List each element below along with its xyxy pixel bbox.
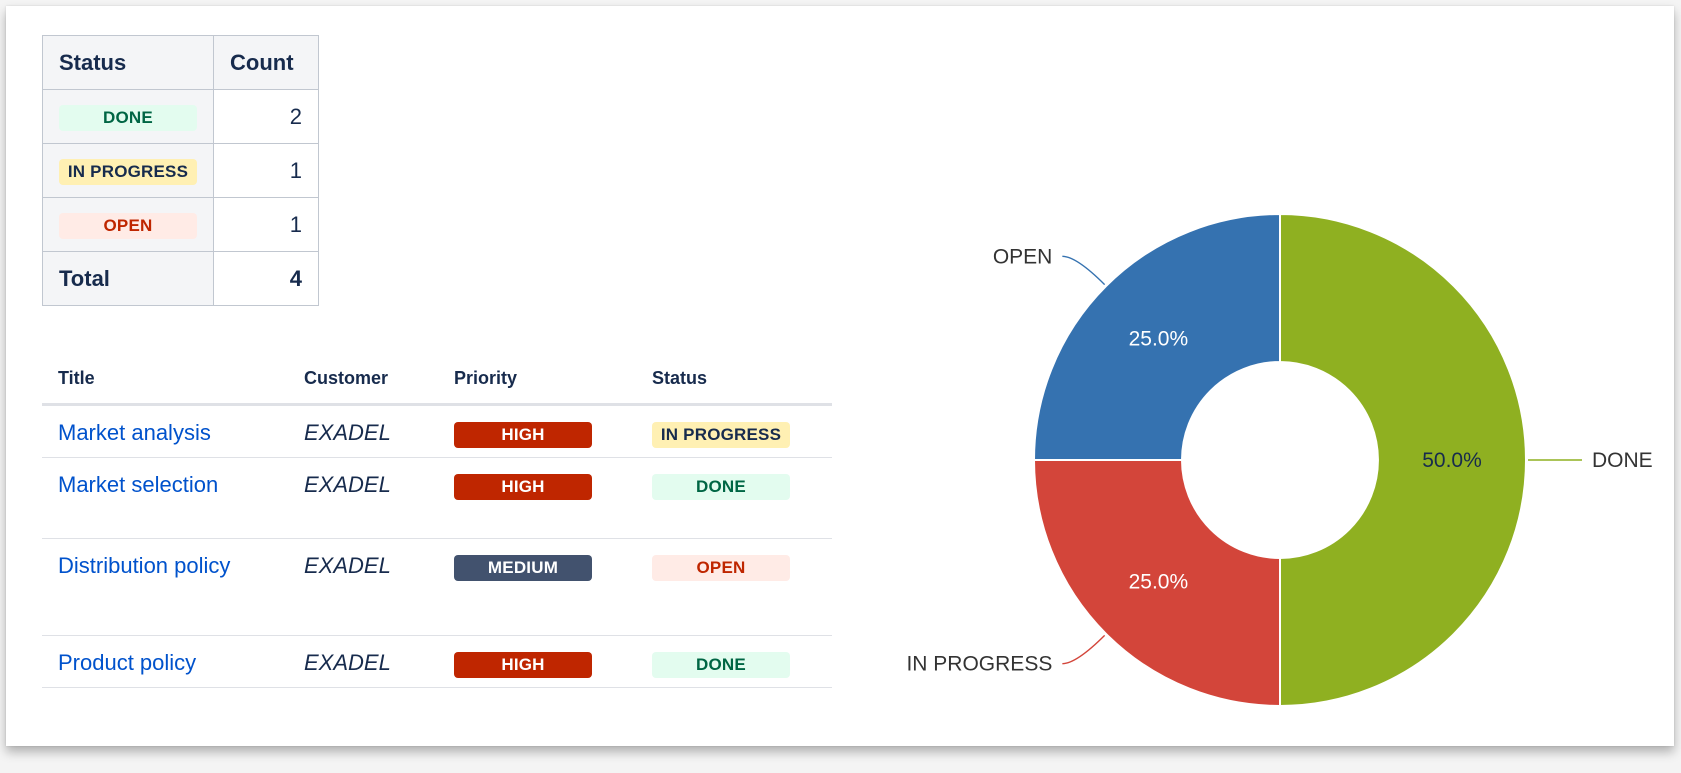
report-card: Status Count DONE 2 IN PROGRESS 1 OPEN 1… [6, 6, 1674, 746]
issue-title-link[interactable]: Distribution policy [58, 553, 231, 578]
column-header-title[interactable]: Title [58, 368, 95, 388]
issue-title-link[interactable]: Market selection [58, 472, 219, 497]
summary-total-row: Total 4 [42, 251, 319, 306]
table-row: Product policy EXADEL HIGH DONE [42, 636, 832, 688]
category-label-in-progress: IN PROGRESS [906, 653, 1052, 676]
priority-badge: HIGH [454, 474, 592, 500]
data-label-in-progress: 25.0% [1129, 571, 1189, 594]
status-donut-chart: 50.0% DONE 25.0% IN PROGRESS 25.0% OPEN [906, 212, 1653, 708]
leader-line-in-progress [1062, 634, 1106, 665]
status-badge-open: OPEN [59, 212, 197, 239]
summary-header-count: Count [213, 35, 319, 90]
issue-title-link[interactable]: Market analysis [58, 420, 211, 445]
priority-badge: HIGH [454, 422, 592, 448]
leader-line-open [1062, 255, 1106, 286]
table-row: Market selection EXADEL HIGH DONE [42, 458, 832, 539]
status-badge-done: DONE [59, 104, 197, 131]
priority-badge: MEDIUM [454, 555, 592, 581]
issue-title-link[interactable]: Product policy [58, 650, 197, 675]
summary-total-label: Total [42, 251, 214, 306]
slice-done[interactable] [1279, 212, 1527, 708]
status-badge: OPEN [652, 555, 790, 581]
slice-in-progress[interactable] [1032, 459, 1281, 708]
summary-header-row: Status Count [42, 35, 319, 90]
summary-status-cell: IN PROGRESS [42, 143, 214, 198]
table-row: Market analysis EXADEL HIGH IN PROGRESS [42, 406, 832, 458]
data-label-open: 25.0% [1129, 327, 1189, 350]
status-badge: DONE [652, 652, 790, 678]
category-label-done: DONE [1592, 449, 1653, 472]
status-badge-in-progress: IN PROGRESS [59, 158, 197, 185]
summary-row-in-progress: IN PROGRESS 1 [42, 143, 319, 198]
issues-header-row: Title Customer Priority Status [42, 358, 832, 406]
issue-customer: EXADEL [304, 553, 391, 578]
category-label-open: OPEN [993, 245, 1053, 268]
summary-count-cell: 1 [213, 197, 319, 252]
status-badge: IN PROGRESS [652, 422, 790, 448]
status-summary-table: Status Count DONE 2 IN PROGRESS 1 OPEN 1… [42, 35, 319, 306]
column-header-customer[interactable]: Customer [304, 368, 389, 388]
issues-table: Title Customer Priority Status Market an… [42, 358, 832, 688]
issue-customer: EXADEL [304, 472, 391, 497]
issue-customer: EXADEL [304, 420, 391, 445]
table-row: Distribution policy EXADEL MEDIUM OPEN [42, 539, 832, 636]
column-header-priority[interactable]: Priority [454, 368, 518, 388]
issue-customer: EXADEL [304, 650, 391, 675]
column-header-status[interactable]: Status [652, 368, 708, 388]
summary-header-status: Status [42, 35, 214, 90]
data-label-done: 50.0% [1422, 449, 1482, 472]
summary-total-count: 4 [213, 251, 319, 306]
slice-open[interactable] [1032, 212, 1281, 461]
summary-row-open: OPEN 1 [42, 197, 319, 252]
priority-badge: HIGH [454, 652, 592, 678]
status-badge: DONE [652, 474, 790, 500]
summary-count-cell: 1 [213, 143, 319, 198]
